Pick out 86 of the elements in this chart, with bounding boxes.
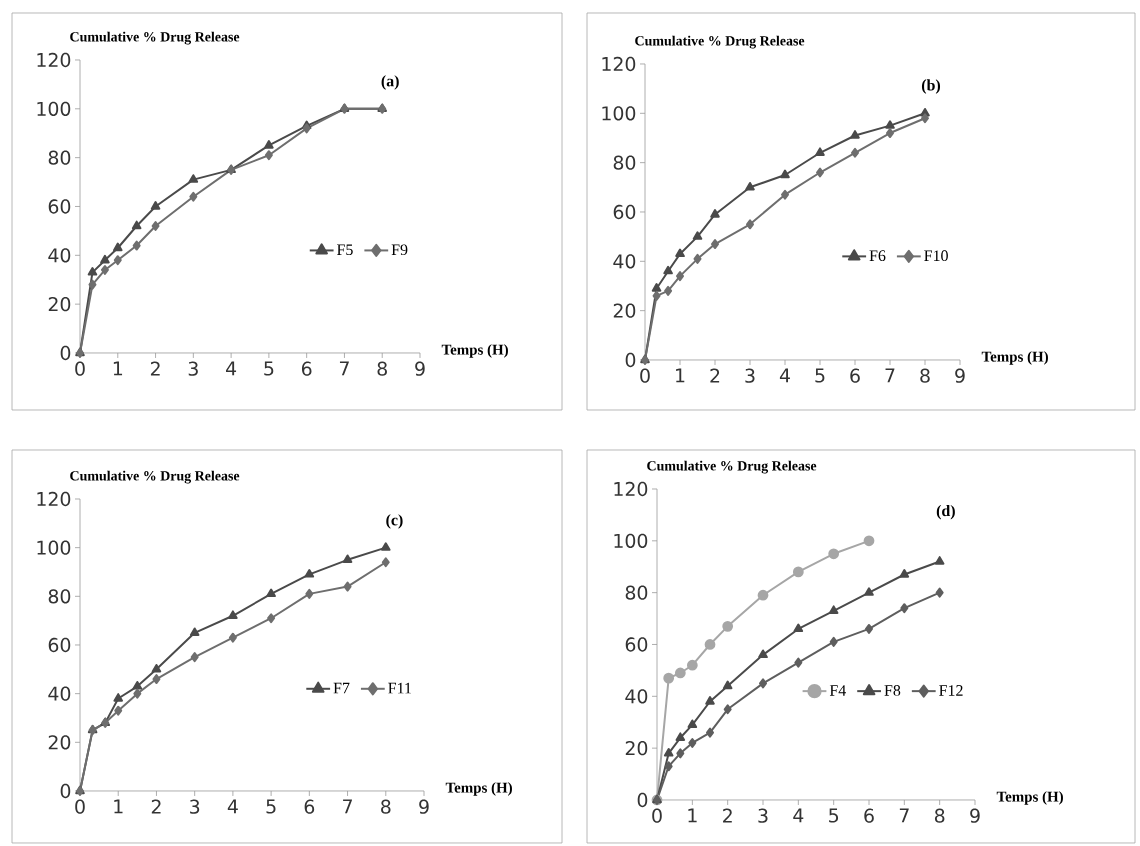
y-tick-label: 60 <box>613 204 636 220</box>
x-tick-label: 4 <box>779 368 790 383</box>
x-tick-label: 1 <box>113 361 123 376</box>
y-tick-label: 80 <box>625 585 648 600</box>
y-tick-label: 100 <box>37 540 71 555</box>
x-tick-label: 6 <box>304 799 315 814</box>
y-axis-title: Cumulative % Drug Release <box>70 470 240 484</box>
x-axis-title: Temps (H) <box>981 351 1048 365</box>
x-tick-label: 8 <box>381 799 391 814</box>
y-tick-label: 40 <box>613 254 636 269</box>
x-tick-label: 6 <box>301 361 312 376</box>
legend-label: F9 <box>391 244 408 256</box>
y-tick-label: 100 <box>602 106 636 121</box>
legend-label: F5 <box>337 244 353 256</box>
y-tick-label: 80 <box>613 155 636 170</box>
x-tick-label: 3 <box>190 799 200 814</box>
x-tick-label: 9 <box>955 368 965 383</box>
y-tick-label: 120 <box>37 52 71 68</box>
x-tick-label: 8 <box>377 361 387 376</box>
y-axis-title: Cumulative % Drug Release <box>635 35 805 49</box>
x-axis-title: Temps (H) <box>441 344 508 358</box>
y-tick-label: 40 <box>48 686 71 701</box>
legend-label: F12 <box>939 685 963 696</box>
x-tick-label: 5 <box>829 808 839 823</box>
x-axis-title: Temps (H) <box>996 791 1063 805</box>
y-tick-label: 100 <box>614 533 648 548</box>
y-axis-title: Cumulative % Drug Release <box>647 460 817 474</box>
legend-label: F6 <box>869 250 886 262</box>
annotation: (b) <box>921 79 941 94</box>
x-tick-label: 4 <box>793 808 804 823</box>
y-tick-label: 20 <box>625 741 648 756</box>
x-tick-label: 9 <box>970 808 980 823</box>
x-tick-label: 7 <box>343 799 352 814</box>
x-tick-label: 5 <box>266 799 276 814</box>
y-tick-label: 120 <box>602 56 636 72</box>
x-tick-label: 2 <box>150 361 160 376</box>
legend-label: F8 <box>884 685 901 696</box>
x-tick-label: 3 <box>758 808 768 823</box>
x-tick-label: 4 <box>227 799 238 814</box>
x-tick-label: 7 <box>899 808 909 823</box>
y-tick-label: 100 <box>37 101 71 116</box>
legend-label: F11 <box>388 682 411 694</box>
x-tick-label: 6 <box>864 808 874 823</box>
x-tick-label: 2 <box>723 808 732 823</box>
y-tick-label: 60 <box>625 637 648 652</box>
y-tick-label: 0 <box>60 783 71 799</box>
x-tick-label: 7 <box>885 368 895 383</box>
x-tick-label: 3 <box>745 368 755 383</box>
x-tick-label: 5 <box>264 361 274 376</box>
x-tick-label: 5 <box>815 368 825 383</box>
x-tick-label: 8 <box>920 368 930 383</box>
y-tick-label: 120 <box>37 491 71 507</box>
y-tick-label: 20 <box>48 296 71 312</box>
y-tick-label: 20 <box>48 735 71 750</box>
x-tick-label: 0 <box>652 808 662 823</box>
x-tick-label: 8 <box>934 808 945 823</box>
y-tick-label: 0 <box>60 345 71 361</box>
x-tick-label: 4 <box>226 361 237 376</box>
x-tick-label: 1 <box>114 799 123 814</box>
y-tick-label: 20 <box>613 303 636 318</box>
legend-label: F4 <box>829 685 846 696</box>
y-tick-label: 120 <box>614 481 648 497</box>
y-tick-label: 60 <box>48 199 71 214</box>
x-tick-label: 1 <box>676 368 685 383</box>
legend-label: F10 <box>924 250 948 262</box>
y-tick-label: 80 <box>48 150 71 165</box>
y-tick-label: 40 <box>48 248 71 263</box>
y-tick-label: 40 <box>625 689 648 704</box>
annotation: (d) <box>936 504 955 520</box>
annotation: (a) <box>381 75 399 90</box>
x-tick-label: 0 <box>75 799 85 814</box>
x-tick-label: 6 <box>850 368 860 383</box>
x-tick-label: 9 <box>419 799 429 814</box>
y-tick-label: 80 <box>48 589 71 604</box>
x-tick-label: 9 <box>415 361 425 376</box>
x-tick-label: 1 <box>688 808 697 823</box>
x-tick-label: 2 <box>710 368 720 383</box>
y-axis-title: Cumulative % Drug Release <box>70 31 240 45</box>
legend-label: F7 <box>333 682 350 694</box>
x-tick-label: 7 <box>339 361 349 376</box>
x-tick-label: 2 <box>151 799 161 814</box>
x-axis-title: Temps (H) <box>445 782 512 796</box>
annotation: (c) <box>386 514 403 529</box>
x-tick-label: 0 <box>75 361 85 376</box>
x-tick-label: 3 <box>188 361 198 376</box>
y-tick-label: 60 <box>48 637 71 653</box>
